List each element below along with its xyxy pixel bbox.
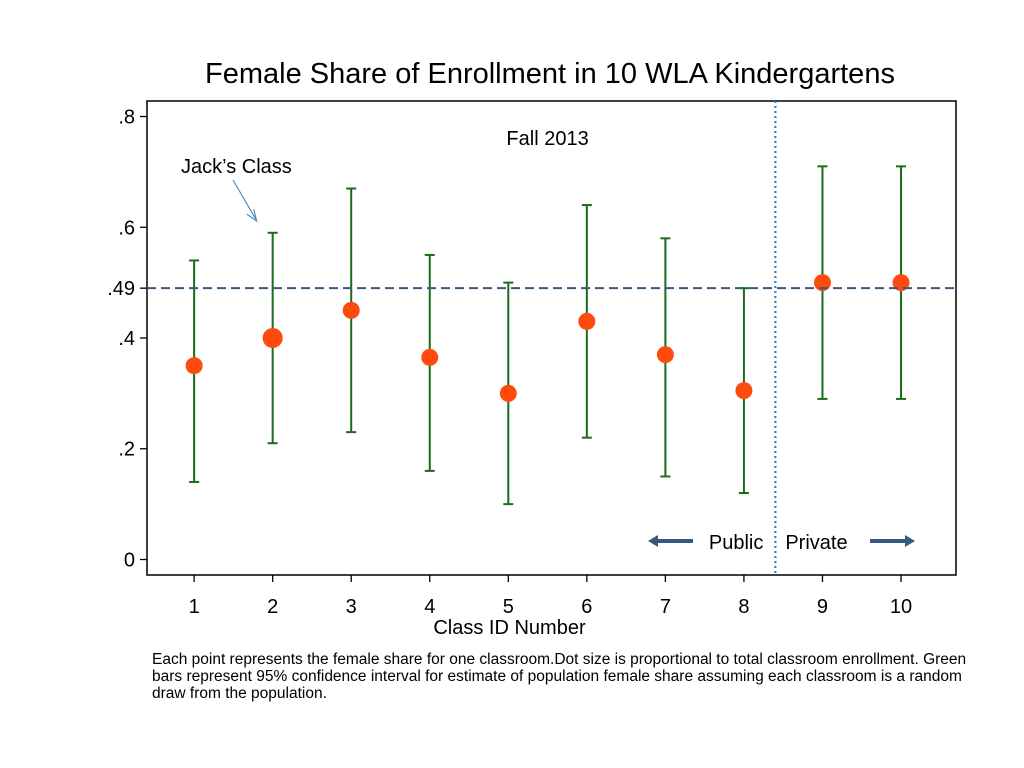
- x-tick-label: 5: [503, 596, 514, 618]
- data-point: [656, 346, 674, 364]
- data-point: [813, 274, 831, 292]
- data-point: [499, 384, 517, 402]
- y-tick-label: .49: [107, 278, 135, 300]
- x-tick-label: 3: [346, 596, 357, 618]
- data-point: [262, 328, 283, 348]
- x-tick-label: 1: [189, 596, 200, 618]
- data-point: [421, 348, 439, 366]
- callout-arrow-line: [232, 179, 257, 220]
- axes: 0 .2 .4 .49 .6 .8 1 2 3 4 5 6 7 8 9 10 Class ID Number: [107, 100, 957, 639]
- ci-bars: [189, 165, 907, 506]
- data-point: [892, 274, 910, 292]
- data-points: [185, 274, 910, 402]
- y-tick-label: .2: [118, 439, 135, 461]
- x-tick-label: 7: [660, 596, 671, 618]
- public-arrow-head: [648, 535, 658, 547]
- y-tick-label: 0: [124, 549, 135, 571]
- y-tick-label: .4: [118, 328, 135, 350]
- data-point: [342, 301, 360, 319]
- data-point: [578, 312, 596, 330]
- data-point: [185, 357, 203, 375]
- public-label: Public: [709, 532, 763, 554]
- x-tick-label: 10: [890, 596, 912, 618]
- callout-arrow-head: [246, 208, 258, 223]
- highlight-label: Jack’s Class: [181, 156, 292, 178]
- data-point: [735, 382, 753, 400]
- annotations: Fall 2013 Jack’s Class Public Private: [181, 128, 915, 554]
- x-tick-label: 9: [817, 596, 828, 618]
- y-tick-label: .8: [118, 107, 135, 129]
- y-tick-label: .6: [118, 217, 135, 239]
- x-tick-label: 8: [738, 596, 749, 618]
- x-tick-label: 4: [424, 596, 435, 618]
- period-label: Fall 2013: [506, 128, 588, 150]
- private-arrow-head: [905, 535, 915, 547]
- x-tick-label: 6: [581, 596, 592, 618]
- figure-caption: Each point represents the female share f…: [152, 651, 967, 702]
- x-axis-label: Class ID Number: [433, 617, 586, 639]
- x-tick-label: 2: [267, 596, 278, 618]
- chart-title: Female Share of Enrollment in 10 WLA Kin…: [205, 58, 895, 90]
- private-label: Private: [785, 532, 847, 554]
